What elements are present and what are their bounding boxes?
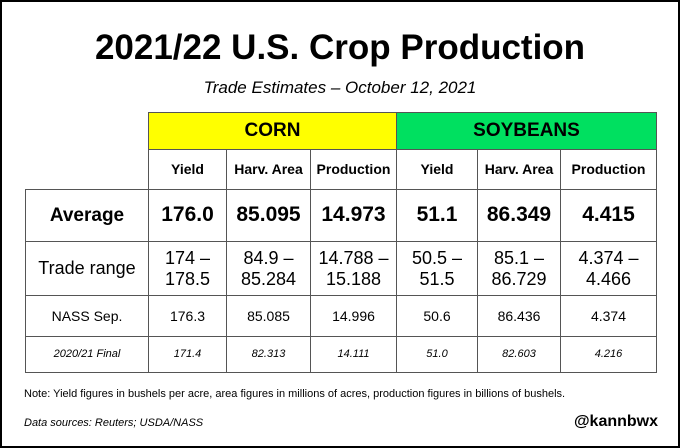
cell: 174 – 178.5 (148, 241, 227, 296)
cell: 4.374 – 4.466 (560, 241, 657, 296)
group-header: SOYBEANS (396, 112, 657, 150)
cell: 85.085 (226, 295, 311, 337)
cell: 14.996 (310, 295, 397, 337)
cell: 171.4 (148, 336, 227, 373)
cell: 4.216 (560, 336, 657, 373)
cell: 50.6 (396, 295, 478, 337)
cell: 4.374 (560, 295, 657, 337)
cell: 86.436 (477, 295, 561, 337)
cell: 14.973 (310, 189, 397, 242)
cell: 14.111 (310, 336, 397, 373)
row-label: 2020/21 Final (25, 336, 149, 373)
cell: 84.9 – 85.284 (226, 241, 311, 296)
row: CORN SOYBEANS (25, 112, 657, 190)
cell: 82.603 (477, 336, 561, 373)
group-header: CORN (148, 112, 397, 150)
table: CORN SOYBEANS Yield Harv. Area Production Yie… (25, 112, 657, 373)
cell: 51.1 (396, 189, 478, 242)
column-header: Yield (396, 149, 478, 190)
column-header: Yield (148, 149, 227, 190)
cell: 51.0 (396, 336, 478, 373)
cell: 50.5 – 51.5 (396, 241, 478, 296)
handle: @kannbwx (573, 413, 658, 430)
cell: 85.1 – 86.729 (477, 241, 561, 296)
cell: 86.349 (477, 189, 561, 242)
source: Data sources: Reuters; USDA/NASS (24, 417, 204, 429)
row: 2020/21 Final 171.4 82.313 14.111 51.0 82.603… (25, 336, 657, 373)
column-header: Harv. Area (226, 149, 311, 190)
corner (25, 112, 149, 190)
row-label: NASS Sep. (25, 295, 149, 337)
column-header: Production (560, 149, 657, 190)
row: Yield Harv. Area Production Yield Harv. Area… (26, 149, 657, 190)
column-header: Harv. Area (477, 149, 561, 190)
cell: 176.3 (148, 295, 227, 337)
title: 2021/22 U.S. Crop Production (94, 28, 586, 67)
cell: 4.415 (560, 189, 657, 242)
cell: 85.095 (226, 189, 311, 242)
note: Note: Yield figures in bushels per acre,… (24, 388, 566, 400)
cell: 14.788 – 15.188 (310, 241, 397, 296)
cell: 176.0 (148, 189, 227, 242)
column-header: Production (310, 149, 397, 190)
cell: 82.313 (226, 336, 311, 373)
row: Trade range 174 – 178.5 84.9 – 85.284 14.78… (25, 241, 657, 296)
row: Average 176.0 85.095 14.973 51.1 86.349 4.415 (25, 189, 657, 242)
subtitle: Trade Estimates – October 12, 2021 (203, 78, 477, 97)
row-label: Trade range (25, 241, 149, 296)
row-label: Average (25, 189, 149, 242)
row: NASS Sep. 176.3 85.085 14.996 50.6 86.436 4.37… (25, 295, 657, 337)
